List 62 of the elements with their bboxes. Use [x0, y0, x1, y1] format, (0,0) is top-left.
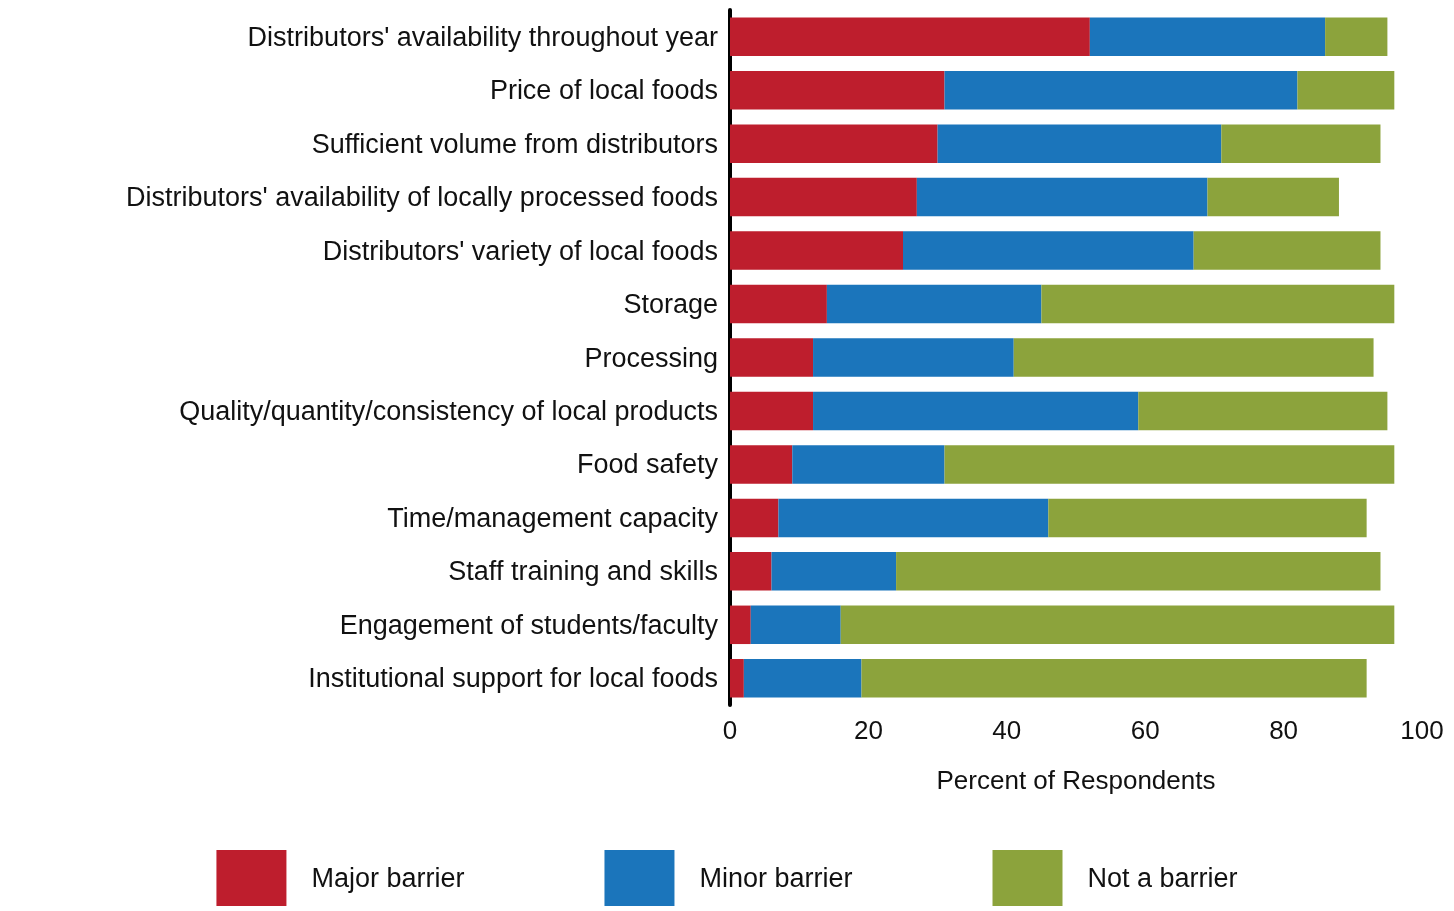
legend-label: Minor barrier: [699, 863, 853, 893]
bar: [730, 659, 744, 698]
y-tick-label: Distributors' availability of locally processed foods: [126, 182, 718, 213]
bar: [1297, 70, 1395, 110]
bar: [840, 605, 1395, 645]
bar: [1138, 391, 1388, 431]
bar: [903, 231, 1194, 270]
legend-label: Major barrier: [311, 863, 465, 893]
bar: [1193, 231, 1381, 270]
y-tick-label: Food safety: [576, 449, 719, 480]
bar: [743, 659, 862, 698]
x-tick-label: 40: [992, 715, 1022, 745]
y-tick-label: Storage: [623, 289, 718, 320]
x-tick-label: 60: [1130, 715, 1160, 745]
bar: [730, 231, 903, 270]
bar: [1048, 498, 1367, 538]
x-tick-label: 0: [722, 715, 738, 745]
bar: [730, 552, 772, 591]
bar: [730, 177, 917, 217]
bar: [861, 659, 1367, 698]
bar: [1325, 17, 1388, 56]
y-tick-label: Distributors' variety of local foods: [322, 235, 718, 266]
y-tick-label: Institutional support for local foods: [308, 663, 718, 694]
bar: [1041, 284, 1395, 324]
bar: [750, 605, 841, 645]
bar: [944, 70, 1298, 110]
bar: [1207, 177, 1339, 217]
bar: [730, 338, 814, 377]
bar: [896, 552, 1381, 591]
bar: [1089, 17, 1326, 56]
bar: [730, 284, 827, 324]
bar: [730, 17, 1090, 56]
bar: [1013, 338, 1374, 377]
bar: [1221, 124, 1381, 163]
y-tick-label: Time/management capacity: [387, 502, 719, 533]
y-tick-label: Distributors' availability throughout year: [247, 21, 718, 52]
bar: [730, 445, 793, 484]
bar: [730, 391, 814, 431]
bar: [730, 498, 779, 538]
bar: [792, 445, 945, 484]
bar: [916, 177, 1208, 217]
bar: [944, 445, 1395, 484]
y-tick-label: Sufficient volume from distributors: [311, 128, 718, 159]
bar: [730, 124, 938, 163]
bar: [771, 552, 897, 591]
x-tick-label: 20: [853, 715, 883, 745]
bar: [826, 284, 1042, 324]
bar: [937, 124, 1222, 163]
legend-label: Not a barrier: [1087, 863, 1238, 893]
bar: [778, 498, 1049, 538]
y-tick-label: Staff training and skills: [448, 556, 718, 587]
y-tick-label: Engagement of students/faculty: [339, 609, 719, 640]
y-tick-label: Quality/quantity/consistency of local products: [179, 395, 718, 426]
bar: [813, 391, 1139, 431]
y-tick-label: Processing: [584, 342, 718, 373]
x-axis-title: Percent of Respondents: [936, 765, 1216, 795]
x-tick-label: 100: [1400, 715, 1444, 745]
bar: [730, 605, 751, 645]
bar: [730, 70, 945, 110]
y-tick-label: Price of local foods: [489, 75, 718, 106]
bar: [813, 338, 1014, 377]
x-tick-label: 80: [1269, 715, 1299, 745]
